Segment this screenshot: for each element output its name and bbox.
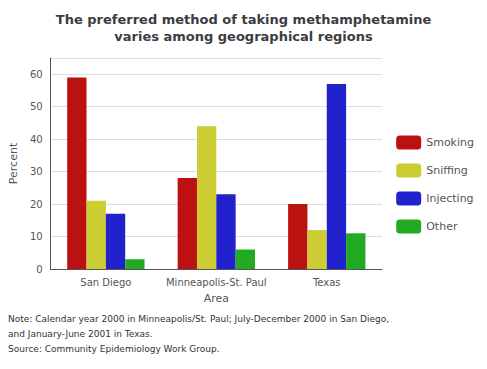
svg-text:Area: Area — [204, 292, 229, 305]
svg-text:50: 50 — [30, 101, 43, 112]
svg-text:0: 0 — [36, 264, 42, 275]
svg-text:Minneapolis-St. Paul: Minneapolis-St. Paul — [166, 277, 267, 288]
svg-text:20: 20 — [30, 199, 43, 210]
svg-text:30: 30 — [30, 166, 43, 177]
svg-text:10: 10 — [30, 231, 43, 242]
svg-text:Smoking: Smoking — [426, 136, 474, 149]
svg-text:Other: Other — [426, 220, 458, 233]
svg-text:40: 40 — [30, 134, 43, 145]
svg-text:varies among geographical regi: varies among geographical regions — [114, 29, 373, 44]
svg-text:Percent: Percent — [7, 142, 20, 184]
svg-text:Texas: Texas — [312, 277, 341, 288]
svg-text:and January-June 2001 in Texas: and January-June 2001 in Texas. — [8, 329, 153, 339]
svg-text:Note: Calendar year 2000 in Mi: Note: Calendar year 2000 in Minneapolis/… — [8, 314, 389, 324]
svg-text:60: 60 — [30, 69, 43, 80]
svg-text:The preferred method of taking: The preferred method of taking methamphe… — [56, 12, 432, 27]
svg-text:Source: Community Epidemiology: Source: Community Epidemiology Work Grou… — [8, 344, 220, 354]
svg-text:Sniffing: Sniffing — [426, 164, 468, 177]
svg-text:Injecting: Injecting — [426, 192, 473, 205]
svg-text:San Diego: San Diego — [80, 277, 131, 288]
